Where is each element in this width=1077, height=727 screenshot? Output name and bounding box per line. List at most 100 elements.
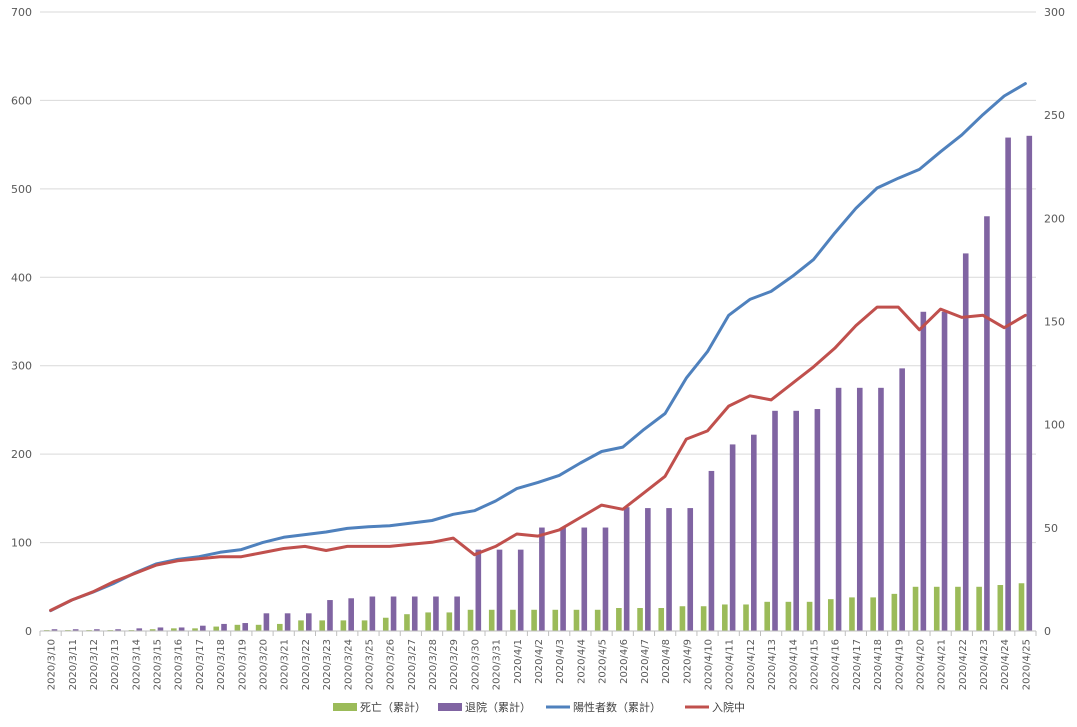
bar [835,387,842,631]
bar [255,624,262,631]
bar [962,253,969,631]
bar [870,597,876,631]
left-axis-tick-label: 0 [25,625,32,638]
bar [814,409,821,631]
bar [772,410,778,631]
right-axis-tick-label: 50 [1044,522,1058,535]
bar [305,613,312,631]
legend-label: 陽性者数（累計） [573,700,661,714]
x-axis-tick-label: 2020/3/27 [407,639,418,690]
series-line [49,305,1027,612]
right-axis-tick-label: 250 [1044,109,1065,122]
legend-swatch [438,703,462,711]
bar [764,601,771,631]
bar [912,586,919,631]
x-axis-tick-label: 2020/3/29 [449,639,460,690]
bar [743,604,749,631]
x-axis-tick-label: 2020/3/12 [89,639,100,690]
bar [433,596,439,631]
right-axis-tick-label: 100 [1044,419,1065,432]
bar [390,596,397,631]
bar [234,624,241,631]
bar [722,604,728,631]
x-axis-tick-label: 2020/3/11 [68,639,79,690]
bar [560,527,566,631]
bar [891,593,898,631]
bar [510,609,516,631]
bar [976,586,982,631]
bar [751,434,757,631]
bar [531,609,537,631]
bar [658,608,665,631]
axes: 0 100 200 300 400 500 600 700 0 50 100 150 200 250 300… [11,6,1065,690]
x-axis-tick-label: 2020/4/18 [873,639,884,690]
bar [920,311,927,631]
x-axis-tick-label: 2020/4/2 [534,639,545,684]
series-line [49,82,1027,613]
x-axis-tick-label: 2020/4/17 [852,639,863,690]
x-axis-tick-label: 2020/3/18 [216,639,227,690]
bar [700,606,707,631]
bar [594,609,601,631]
bar [517,549,524,631]
left-axis-tick-label: 500 [11,183,32,196]
bar [806,601,813,631]
x-axis-tick-label: 2020/4/23 [979,639,990,690]
bar [157,627,164,631]
x-axis-tick-label: 2020/4/5 [598,639,609,684]
x-axis-tick-label: 2020/4/11 [725,639,736,690]
bar [200,625,206,631]
x-axis-tick-label: 2020/3/31 [492,639,503,690]
x-axis-tick-label: 2020/3/19 [237,639,248,690]
bar [178,627,185,631]
bar [729,444,736,631]
x-axis-tick-label: 2020/3/24 [343,639,354,690]
bar [827,599,834,631]
bar [361,620,368,631]
x-axis-tick-label: 2020/4/9 [682,639,693,684]
x-axis-tick-label: 2020/4/10 [704,639,715,690]
bar [94,629,100,631]
legend-label: 退院（累計） [465,700,531,714]
x-axis-tick-label: 2020/4/25 [1021,639,1032,690]
bar [623,507,630,631]
bar [319,620,325,631]
bar-series [43,135,1033,632]
legend-label: 入院中 [712,700,745,714]
bar [327,600,333,631]
bar [984,216,990,631]
bar [899,368,905,631]
bar [1026,135,1033,632]
bar [51,629,58,631]
bar [687,508,694,631]
x-axis-tick-label: 2020/3/17 [195,639,206,690]
bar [539,527,545,631]
bar [1005,137,1011,631]
left-axis-tick-label: 100 [11,537,32,550]
bar [242,623,249,631]
bar [1018,583,1025,631]
x-axis-tick-label: 2020/3/26 [386,639,397,690]
x-axis-tick-label: 2020/4/21 [937,639,948,690]
x-axis-tick-label: 2020/4/6 [619,639,630,684]
x-axis-tick-label: 2020/4/12 [746,639,757,690]
x-axis-tick-label: 2020/3/21 [280,639,291,690]
bar [573,609,580,631]
bar [369,596,376,631]
bar [115,629,121,631]
x-axis-tick-label: 2020/3/20 [259,639,270,690]
x-axis-tick-label: 2020/4/14 [788,639,799,690]
bar [454,596,460,631]
bar [340,620,347,631]
gridlines [40,11,1036,632]
x-axis-tick-label: 2020/4/24 [1000,639,1011,690]
x-axis-tick-label: 2020/4/19 [894,639,905,690]
legend: 死亡（累計） 退院（累計） 陽性者数（累計） 入院中 [333,700,745,714]
left-axis-tick-label: 400 [11,271,32,284]
bar [475,549,482,631]
x-axis-tick-label: 2020/3/15 [153,639,164,690]
bar [149,629,156,631]
bar [446,612,453,631]
x-axis-tick-label: 2020/3/30 [470,639,481,690]
